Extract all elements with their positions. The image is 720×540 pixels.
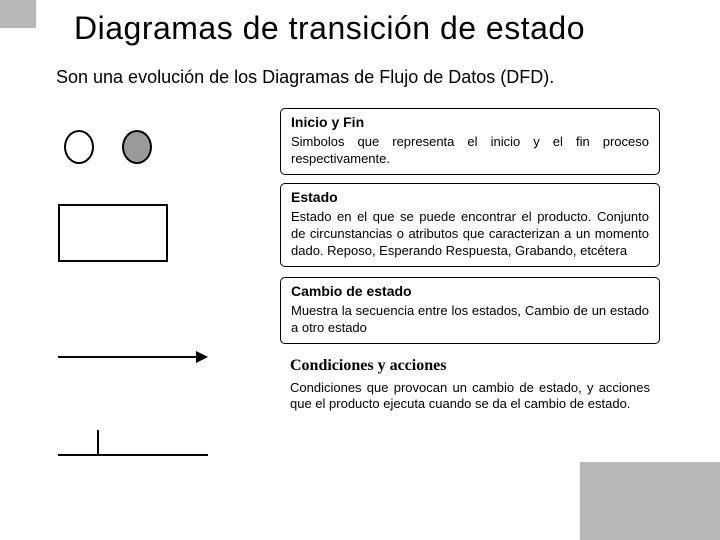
section-body: Estado en el que se puede encontrar el p… bbox=[291, 209, 649, 260]
section-heading: Inicio y Fin bbox=[291, 113, 649, 131]
end-ellipse-icon bbox=[122, 130, 152, 164]
page-title: Diagramas de transición de estado bbox=[74, 10, 694, 47]
section-condiciones: Condiciones y acciones Condiciones que p… bbox=[280, 352, 660, 420]
section-inicio-fin: Inicio y Fin Simbolos que representa el … bbox=[280, 108, 660, 175]
corner-accent-top-left bbox=[0, 0, 36, 28]
section-body: Muestra la secuencia entre los estados, … bbox=[291, 303, 649, 337]
corner-accent-bottom-right bbox=[580, 462, 720, 540]
symbol-estado-rect bbox=[58, 204, 168, 262]
section-body: Condiciones que provocan un cambio de es… bbox=[290, 380, 650, 414]
symbol-condition-line bbox=[58, 430, 208, 480]
descriptions-column: Inicio y Fin Simbolos que representa el … bbox=[280, 108, 660, 427]
start-ellipse-icon bbox=[64, 130, 94, 164]
section-cambio-estado: Cambio de estado Muestra la secuencia en… bbox=[280, 277, 660, 344]
section-heading: Condiciones y acciones bbox=[290, 356, 650, 377]
section-estado: Estado Estado en el que se puede encontr… bbox=[280, 183, 660, 267]
section-heading: Estado bbox=[291, 188, 649, 206]
section-body: Simbolos que representa el inicio y el f… bbox=[291, 134, 649, 168]
symbol-arrow bbox=[58, 347, 208, 367]
symbol-inicio-fin bbox=[64, 130, 204, 170]
section-heading: Cambio de estado bbox=[291, 282, 649, 300]
intro-text: Son una evolución de los Diagramas de Fl… bbox=[56, 66, 666, 89]
